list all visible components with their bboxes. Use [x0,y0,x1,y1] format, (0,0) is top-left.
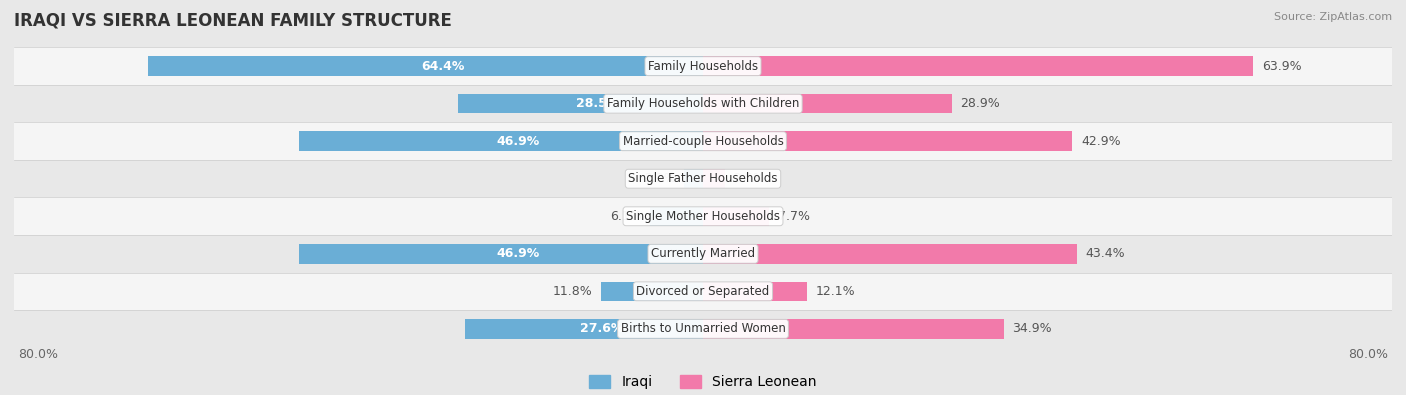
Bar [14,273,1392,310]
Bar [457,94,703,113]
Bar [149,56,703,76]
Bar [703,319,1004,339]
Text: 2.2%: 2.2% [644,172,675,185]
Text: 11.8%: 11.8% [553,285,593,298]
Bar [703,56,1253,76]
Text: 27.6%: 27.6% [579,322,623,335]
Text: Married-couple Households: Married-couple Households [623,135,783,148]
Text: Family Households with Children: Family Households with Children [607,97,799,110]
Bar [602,282,703,301]
Bar [14,85,1392,122]
Text: 28.5%: 28.5% [576,97,620,110]
Text: 7.7%: 7.7% [778,210,810,223]
Bar [703,244,1077,263]
Text: 28.9%: 28.9% [960,97,1000,110]
Text: 46.9%: 46.9% [496,247,540,260]
Bar [299,244,703,263]
Text: Source: ZipAtlas.com: Source: ZipAtlas.com [1274,12,1392,22]
Bar [299,132,703,151]
Text: 80.0%: 80.0% [1347,348,1388,361]
Text: IRAQI VS SIERRA LEONEAN FAMILY STRUCTURE: IRAQI VS SIERRA LEONEAN FAMILY STRUCTURE [14,12,451,30]
Text: Divorced or Separated: Divorced or Separated [637,285,769,298]
Bar [14,198,1392,235]
Text: 42.9%: 42.9% [1081,135,1121,148]
Bar [703,169,724,188]
Bar [703,282,807,301]
Text: Single Mother Households: Single Mother Households [626,210,780,223]
Text: Single Father Households: Single Father Households [628,172,778,185]
Bar [14,47,1392,85]
Bar [14,160,1392,198]
Bar [651,207,703,226]
Text: 63.9%: 63.9% [1263,60,1302,73]
Text: 2.5%: 2.5% [733,172,765,185]
Bar [14,310,1392,348]
Text: Births to Unmarried Women: Births to Unmarried Women [620,322,786,335]
Text: 43.4%: 43.4% [1085,247,1125,260]
Bar [703,207,769,226]
Text: 12.1%: 12.1% [815,285,855,298]
Text: 6.1%: 6.1% [610,210,643,223]
Bar [14,122,1392,160]
Text: Currently Married: Currently Married [651,247,755,260]
Text: 64.4%: 64.4% [422,60,465,73]
Legend: Iraqi, Sierra Leonean: Iraqi, Sierra Leonean [583,370,823,395]
Text: 34.9%: 34.9% [1012,322,1052,335]
Text: Family Households: Family Households [648,60,758,73]
Text: 80.0%: 80.0% [18,348,59,361]
Bar [685,169,703,188]
Text: 46.9%: 46.9% [496,135,540,148]
Bar [465,319,703,339]
Bar [703,94,952,113]
Bar [703,132,1073,151]
Bar [14,235,1392,273]
